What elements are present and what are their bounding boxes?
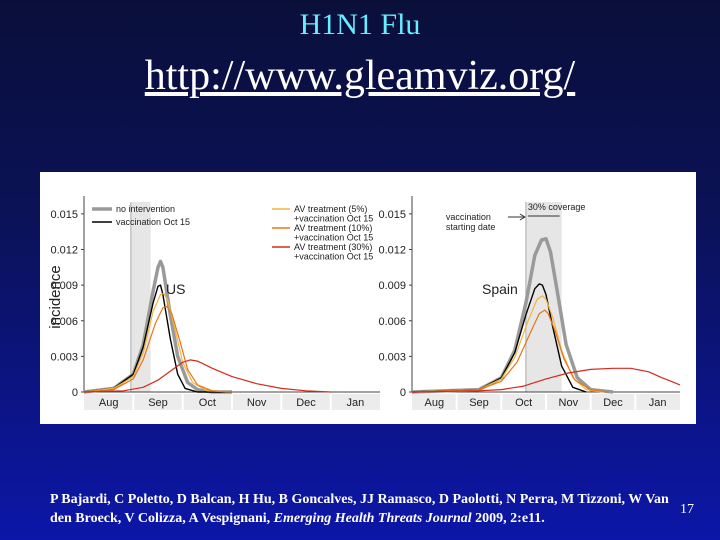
y-tick-label: 0.003 <box>378 351 406 363</box>
x-tick-label: Dec <box>296 397 316 409</box>
chart-svg: 0 0.003 0.006 0.009 0.012 0.015 Aug Sep Oct Nov De… <box>47 196 681 410</box>
series-line-1 <box>83 284 232 393</box>
series-line-2 <box>411 295 605 393</box>
legend-label: AV treatment (5%) <box>294 204 367 214</box>
legend-label: +vaccination Oct 15 <box>294 252 373 262</box>
legend-label: AV treatment (10%) <box>294 223 372 233</box>
series-line-2 <box>83 292 233 393</box>
y-tick-label: 0 <box>400 387 406 399</box>
citation-journal: Emerging Health Threats Journal <box>273 511 472 526</box>
panel-label: Spain <box>482 281 518 297</box>
series-line-3 <box>411 309 609 393</box>
series-line-4 <box>411 367 681 393</box>
citation: P Bajardi, C Poletto, D Balcan, H Hu, B … <box>50 490 690 528</box>
series-line-0 <box>411 237 614 394</box>
y-tick-label: 0 <box>72 387 78 399</box>
annotation-label: starting date <box>446 222 496 232</box>
y-tick-label: 0.006 <box>378 316 406 328</box>
x-tick-label: Jan <box>649 397 667 409</box>
legend-label: vaccination Oct 15 <box>116 217 190 227</box>
x-tick-label: Dec <box>603 397 623 409</box>
annotation-label: vaccination <box>446 212 491 222</box>
y-axis-label: incidence <box>47 265 64 328</box>
x-tick-label: Nov <box>247 397 267 409</box>
series-line-4 <box>83 359 331 393</box>
panel-label: US <box>166 281 185 297</box>
series-line-0 <box>83 259 232 394</box>
page-number: 17 <box>680 502 694 517</box>
x-tick-label: Sep <box>148 397 168 409</box>
annotation-arrowhead <box>519 213 526 221</box>
legend-label: AV treatment (30%) <box>294 242 372 252</box>
x-tick-label: Jan <box>346 397 364 409</box>
citation-year: 2009, 2:e11. <box>475 511 545 526</box>
citation-authors: P Bajardi, C Poletto, D Balcan, H Hu, B … <box>50 492 669 526</box>
x-tick-label: Aug <box>425 397 445 409</box>
legend-label: no intervention <box>116 204 175 214</box>
epidemic-curves-figure: 0 0.003 0.006 0.009 0.012 0.015 Aug Sep Oct Nov De… <box>40 172 696 424</box>
x-tick-label: Oct <box>515 397 532 409</box>
y-tick-label: 0.006 <box>50 316 78 328</box>
y-tick-label: 0.012 <box>378 245 406 257</box>
gleamviz-link[interactable]: http://www.gleamviz.org/ <box>144 53 576 99</box>
y-tick-label: 0.015 <box>50 209 78 221</box>
x-tick-label: Sep <box>469 397 489 409</box>
legend-label: +vaccination Oct 15 <box>294 233 373 243</box>
legend-label: +vaccination Oct 15 <box>294 214 373 224</box>
y-tick-label: 0.012 <box>50 245 78 257</box>
annotation-label: 30% coverage <box>528 202 586 212</box>
y-tick-label: 0.009 <box>50 280 78 292</box>
slide-title: H1N1 Flu <box>299 8 421 41</box>
y-tick-label: 0.003 <box>50 351 78 363</box>
y-tick-label: 0.009 <box>378 280 406 292</box>
x-tick-label: Nov <box>559 397 579 409</box>
x-tick-label: Aug <box>99 397 119 409</box>
x-tick-label: Oct <box>199 397 216 409</box>
y-tick-label: 0.015 <box>378 209 406 221</box>
series-line-3 <box>83 305 233 393</box>
